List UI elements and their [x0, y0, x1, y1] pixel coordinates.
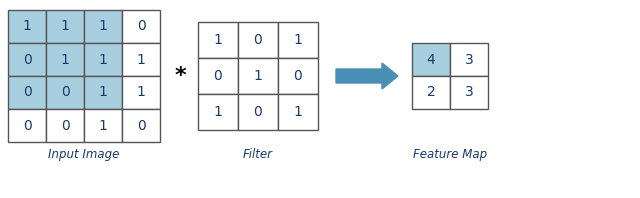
Text: 3: 3	[465, 52, 474, 67]
Text: *: *	[174, 66, 186, 86]
Text: 0: 0	[253, 33, 262, 47]
Bar	[84, 76, 122, 109]
Text: 1: 1	[214, 33, 223, 47]
Bar	[198, 22, 238, 58]
Text: 0: 0	[136, 118, 145, 132]
Bar	[8, 10, 46, 43]
Bar	[122, 76, 160, 109]
Text: 1: 1	[61, 19, 69, 33]
Bar	[122, 10, 160, 43]
Bar	[46, 76, 84, 109]
Text: 0: 0	[253, 105, 262, 119]
Text: 1: 1	[214, 105, 223, 119]
Bar	[8, 76, 46, 109]
Text: 1: 1	[22, 19, 31, 33]
Bar	[238, 94, 278, 130]
Text: 3: 3	[465, 86, 474, 100]
Text: 1: 1	[99, 86, 108, 100]
Text: 0: 0	[214, 69, 222, 83]
Bar	[450, 76, 488, 109]
Text: 0: 0	[61, 118, 69, 132]
Bar	[238, 58, 278, 94]
Text: 1: 1	[136, 52, 145, 67]
Text: 1: 1	[99, 19, 108, 33]
Bar	[8, 43, 46, 76]
Bar	[412, 76, 450, 109]
Text: 0: 0	[22, 86, 31, 100]
FancyArrow shape	[336, 63, 398, 89]
Text: 0: 0	[22, 118, 31, 132]
Text: 1: 1	[99, 118, 108, 132]
Text: 1: 1	[136, 86, 145, 100]
Text: 4: 4	[427, 52, 435, 67]
Bar	[278, 58, 318, 94]
Text: 0: 0	[61, 86, 69, 100]
Text: 1: 1	[294, 33, 303, 47]
Text: Filter: Filter	[243, 148, 273, 161]
Text: 1: 1	[99, 52, 108, 67]
Bar	[84, 43, 122, 76]
Text: 1: 1	[253, 69, 262, 83]
Bar	[238, 22, 278, 58]
Bar	[198, 94, 238, 130]
Bar	[412, 43, 450, 76]
Bar	[198, 58, 238, 94]
Bar	[450, 43, 488, 76]
Bar	[46, 109, 84, 142]
Bar	[122, 109, 160, 142]
Text: 0: 0	[294, 69, 302, 83]
Bar	[46, 43, 84, 76]
Text: 1: 1	[61, 52, 69, 67]
Text: 1: 1	[294, 105, 303, 119]
Bar	[46, 10, 84, 43]
Bar	[84, 10, 122, 43]
Text: Input Image: Input Image	[48, 148, 120, 161]
Bar	[122, 43, 160, 76]
Bar	[8, 109, 46, 142]
Bar	[278, 94, 318, 130]
Bar	[84, 109, 122, 142]
Text: 0: 0	[22, 52, 31, 67]
Text: 2: 2	[427, 86, 435, 100]
Text: Feature Map: Feature Map	[413, 148, 487, 161]
Bar	[278, 22, 318, 58]
Text: 0: 0	[136, 19, 145, 33]
